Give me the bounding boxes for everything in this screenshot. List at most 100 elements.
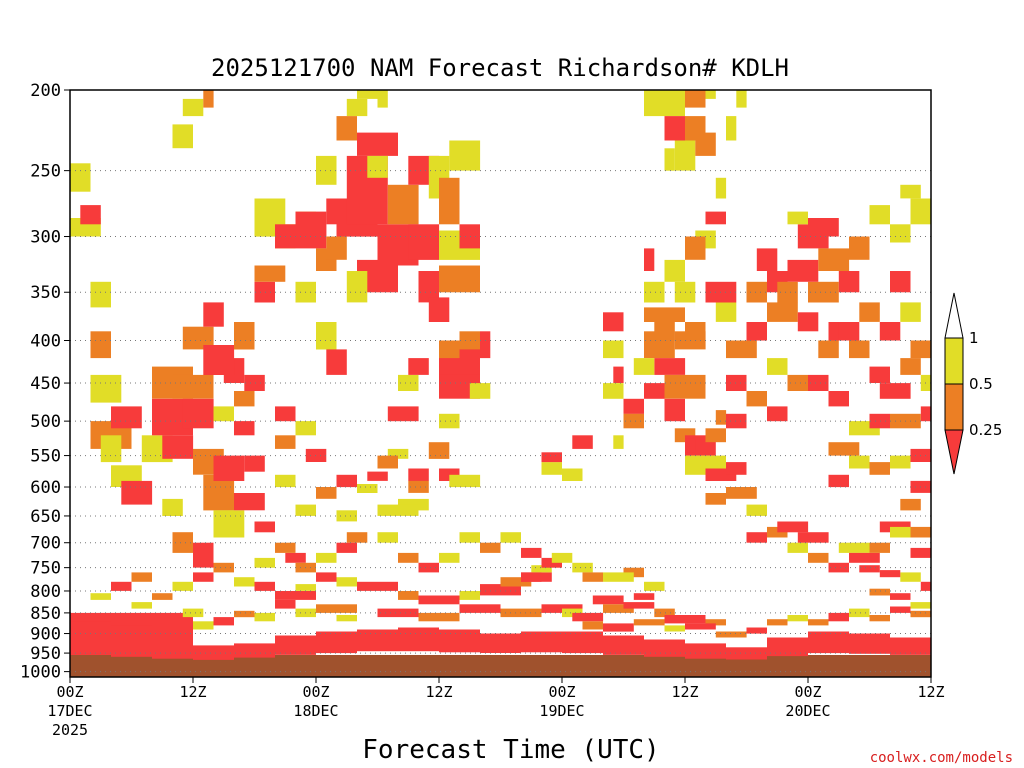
heatmap-cell: [572, 435, 593, 449]
heatmap-cell: [316, 604, 357, 613]
heatmap-cell: [336, 542, 357, 553]
heatmap-cell: [90, 593, 111, 600]
heatmap-cell: [203, 345, 235, 375]
heatmap-cell: [664, 259, 685, 282]
heatmap-cell: [603, 312, 624, 332]
heatmap-cell: [910, 198, 931, 225]
heatmap-cell: [879, 322, 901, 341]
x-tick-label: 2025: [52, 721, 88, 739]
heatmap-cell: [890, 526, 911, 538]
heatmap-cell: [726, 340, 757, 359]
heatmap-cell: [408, 224, 440, 260]
credit-text: coolwx.com/models: [870, 750, 1013, 766]
heatmap-cell: [398, 591, 419, 600]
heatmap-cell: [275, 599, 296, 609]
heatmap-cell: [439, 265, 480, 293]
heatmap-cell: [316, 572, 337, 582]
heatmap-cell: [213, 562, 234, 573]
legend-label: 1: [969, 329, 979, 347]
heatmap-cell: [849, 340, 870, 359]
x-tick-label: 00Z: [56, 683, 83, 701]
heatmap-cell: [213, 617, 234, 626]
heatmap-cell: [182, 398, 214, 429]
heatmap-cell: [562, 631, 603, 654]
heatmap-cell: [603, 383, 624, 399]
heatmap-cell: [654, 358, 686, 375]
heatmap-cell: [213, 510, 245, 538]
heatmap-cell: [603, 340, 624, 359]
heatmap-cell: [469, 383, 491, 399]
heatmap-cell: [869, 542, 890, 553]
heatmap-cell: [234, 610, 255, 618]
y-tick-label: 900: [30, 625, 61, 645]
heatmap-cell: [234, 643, 275, 658]
y-tick-label: 500: [30, 412, 61, 432]
heatmap-cell: [879, 383, 911, 399]
heatmap-cell: [818, 340, 839, 359]
heatmap-cell: [111, 406, 142, 429]
y-tick-label: 850: [30, 604, 61, 624]
heatmap-cell: [377, 504, 419, 516]
heatmap-cell: [295, 421, 316, 436]
heatmap-cell: [849, 552, 880, 563]
heatmap-cell: [797, 312, 819, 332]
heatmap-cell: [849, 608, 870, 618]
heatmap-cell: [582, 572, 603, 582]
heatmap-cell: [890, 455, 911, 469]
y-axis: 200 250 300 350 400 450 500 550 600 650 700 750 8008…: [20, 81, 70, 683]
heatmap-cell: [582, 621, 603, 630]
heatmap-cell: [603, 623, 634, 632]
heatmap-cell: [428, 297, 450, 322]
heatmap-cell: [900, 498, 921, 511]
heatmap-cell: [613, 435, 624, 449]
heatmap-cell: [562, 608, 583, 618]
heatmap-cell: [521, 547, 542, 558]
heatmap-cell: [418, 595, 460, 605]
x-tick-label: 18DEC: [293, 702, 338, 720]
legend-swatch-top: [944, 292, 964, 339]
heatmap-cell: [90, 374, 122, 403]
heatmap-cell: [459, 331, 480, 350]
heatmap-cell: [726, 374, 747, 391]
heatmap-cell: [254, 521, 275, 533]
heatmap-cell: [316, 155, 337, 185]
heatmap-cell: [182, 326, 214, 350]
heatmap-cell: [377, 90, 388, 108]
heatmap-cell: [623, 413, 644, 429]
heatmap-cell: [439, 374, 480, 399]
heatmap-cell: [428, 442, 450, 459]
heatmap-cell: [275, 474, 296, 488]
heatmap-cell: [603, 635, 644, 655]
heatmap-cell: [705, 428, 726, 443]
x-tick-label: 12Z: [425, 683, 452, 701]
heatmap-cell: [685, 643, 726, 659]
heatmap-cell: [285, 552, 306, 563]
heatmap-cell: [644, 639, 685, 657]
heatmap-cell: [162, 435, 194, 459]
legend-swatch-high: [944, 337, 964, 385]
y-tick-label: 350: [30, 283, 61, 303]
heatmap-cell: [326, 236, 347, 260]
heatmap-cell: [213, 455, 245, 481]
heatmap-cell: [418, 612, 460, 622]
heatmap-cell: [500, 577, 532, 587]
heatmap-cell: [828, 442, 860, 456]
heatmap-cell: [357, 629, 398, 652]
heatmap-cell: [459, 591, 480, 600]
heatmap-cell: [121, 480, 153, 505]
heatmap-cell: [859, 565, 880, 573]
heatmap-cell: [633, 593, 655, 600]
heatmap-cell: [418, 271, 439, 303]
heatmap-cell: [387, 448, 409, 459]
heatmap-cell: [910, 340, 931, 359]
heatmap-cell: [131, 572, 152, 582]
heatmap-cell: [193, 645, 234, 660]
heatmap-cell: [439, 177, 460, 225]
heatmap-cell: [90, 281, 111, 308]
heatmap-cell: [900, 184, 921, 199]
heatmap-cell: [777, 281, 798, 303]
heatmap-cell: [828, 562, 849, 573]
heatmap-cell: [746, 504, 767, 516]
heatmap-cell: [357, 90, 378, 99]
legend: 1 0.5 0.25: [944, 292, 1002, 475]
